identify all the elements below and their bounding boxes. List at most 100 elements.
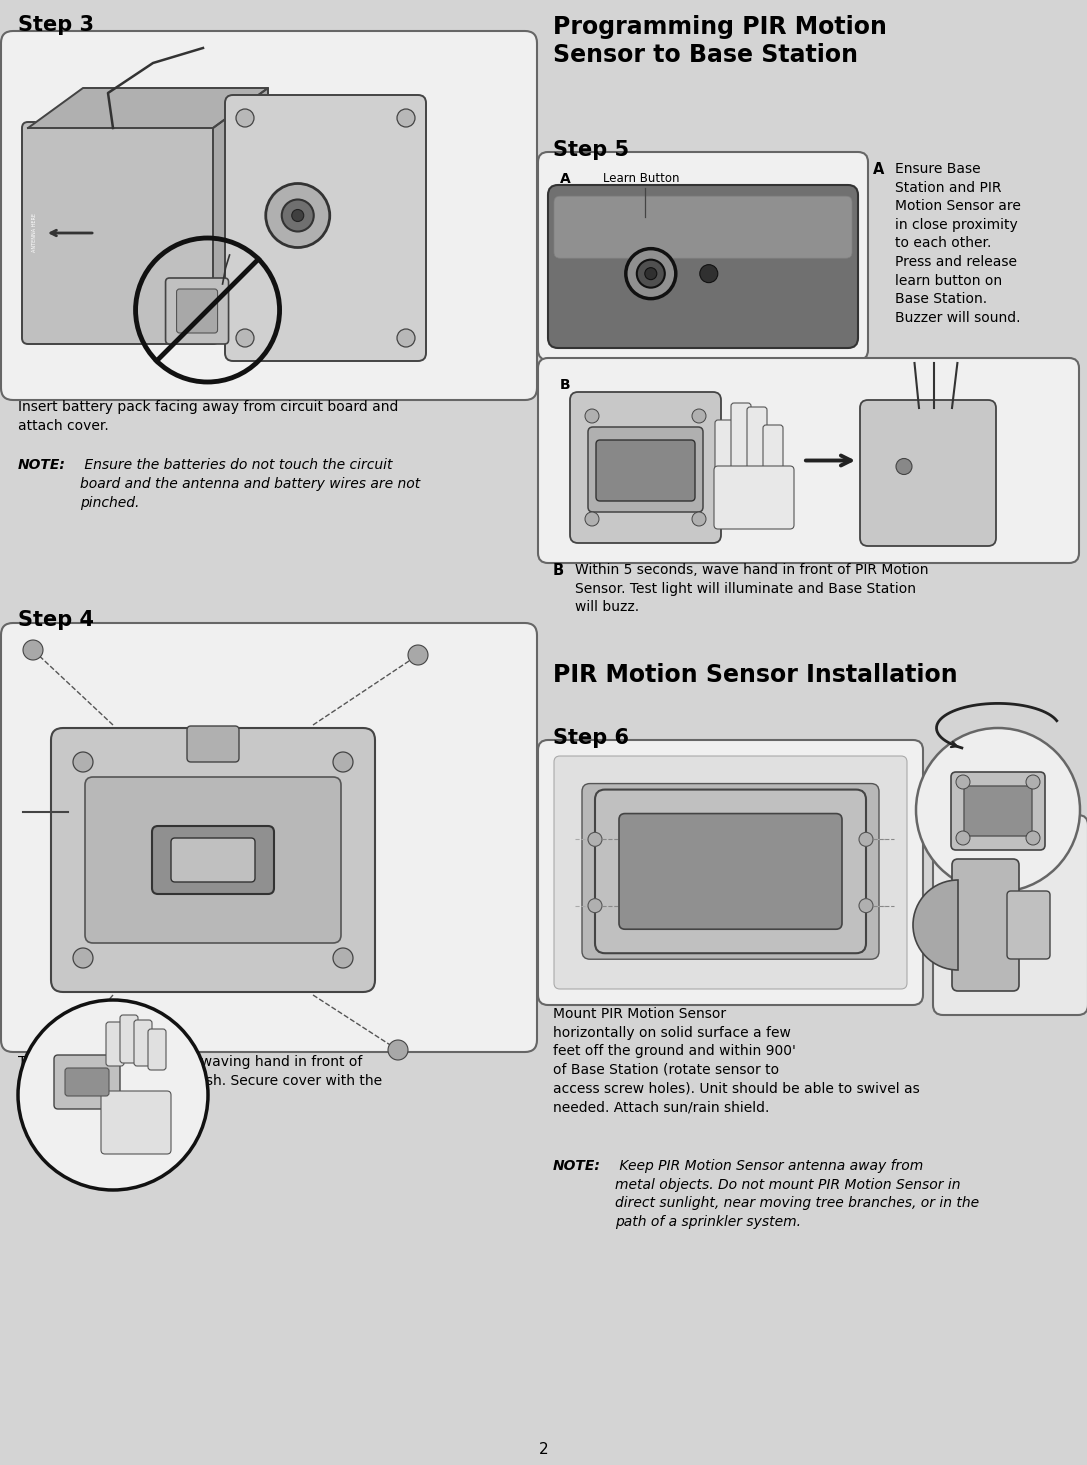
Text: Test PIR Motion Sensor by waving hand in front of
sensor. Test light should flas: Test PIR Motion Sensor by waving hand in… xyxy=(18,1055,383,1108)
Text: Within 5 seconds, wave hand in front of PIR Motion
Sensor. Test light will illum: Within 5 seconds, wave hand in front of … xyxy=(575,563,928,614)
Circle shape xyxy=(859,898,873,913)
FancyBboxPatch shape xyxy=(538,740,923,1005)
FancyBboxPatch shape xyxy=(570,393,721,544)
Circle shape xyxy=(397,108,415,127)
FancyBboxPatch shape xyxy=(22,122,218,344)
FancyBboxPatch shape xyxy=(538,357,1079,563)
Text: Step 4: Step 4 xyxy=(18,609,93,630)
FancyBboxPatch shape xyxy=(952,858,1019,990)
Circle shape xyxy=(637,259,665,287)
Circle shape xyxy=(692,511,705,526)
FancyBboxPatch shape xyxy=(619,813,842,929)
FancyBboxPatch shape xyxy=(538,152,869,360)
FancyBboxPatch shape xyxy=(85,776,341,943)
Circle shape xyxy=(397,330,415,347)
Circle shape xyxy=(700,265,717,283)
Circle shape xyxy=(236,108,254,127)
Text: Mount PIR Motion Sensor
horizontally on solid surface a few
feet off the ground : Mount PIR Motion Sensor horizontally on … xyxy=(553,1006,920,1113)
FancyBboxPatch shape xyxy=(120,1015,138,1064)
FancyBboxPatch shape xyxy=(595,790,866,954)
Circle shape xyxy=(265,183,329,248)
Text: Ensure Base
Station and PIR
Motion Sensor are
in close proximity
to each other.
: Ensure Base Station and PIR Motion Senso… xyxy=(895,163,1021,325)
FancyBboxPatch shape xyxy=(1007,891,1050,960)
Circle shape xyxy=(282,199,314,231)
FancyBboxPatch shape xyxy=(225,95,426,360)
FancyBboxPatch shape xyxy=(134,1020,152,1067)
FancyBboxPatch shape xyxy=(714,466,794,529)
Text: Programming PIR Motion
Sensor to Base Station: Programming PIR Motion Sensor to Base St… xyxy=(553,15,887,67)
FancyBboxPatch shape xyxy=(596,440,695,501)
Text: NOTE:: NOTE: xyxy=(18,459,66,472)
Circle shape xyxy=(73,948,93,968)
FancyBboxPatch shape xyxy=(554,196,852,258)
Circle shape xyxy=(588,898,602,913)
FancyBboxPatch shape xyxy=(65,1068,109,1096)
FancyBboxPatch shape xyxy=(730,403,751,472)
FancyBboxPatch shape xyxy=(588,426,703,511)
Circle shape xyxy=(1026,831,1040,845)
Circle shape xyxy=(916,728,1080,892)
Text: Step 3: Step 3 xyxy=(18,15,93,35)
FancyBboxPatch shape xyxy=(951,772,1045,850)
Text: 2: 2 xyxy=(539,1442,548,1458)
FancyBboxPatch shape xyxy=(107,1023,124,1067)
Circle shape xyxy=(18,1001,208,1190)
FancyBboxPatch shape xyxy=(176,289,217,333)
Text: A: A xyxy=(873,163,885,177)
FancyBboxPatch shape xyxy=(101,1091,171,1154)
FancyBboxPatch shape xyxy=(165,278,228,344)
Text: Keep PIR Motion Sensor antenna away from
metal objects. Do not mount PIR Motion : Keep PIR Motion Sensor antenna away from… xyxy=(615,1159,979,1229)
Circle shape xyxy=(236,330,254,347)
FancyBboxPatch shape xyxy=(148,1028,166,1069)
Circle shape xyxy=(73,752,93,772)
Circle shape xyxy=(859,832,873,847)
FancyBboxPatch shape xyxy=(554,756,907,989)
Text: Learn Button: Learn Button xyxy=(603,171,679,185)
Circle shape xyxy=(645,268,657,280)
Text: B: B xyxy=(553,563,564,579)
Text: PIR Motion Sensor Installation: PIR Motion Sensor Installation xyxy=(553,664,958,687)
Circle shape xyxy=(955,775,970,790)
Text: Insert battery pack facing away from circuit board and
attach cover.: Insert battery pack facing away from cir… xyxy=(18,400,398,434)
Circle shape xyxy=(291,209,303,221)
Wedge shape xyxy=(913,880,958,970)
FancyBboxPatch shape xyxy=(860,400,996,546)
Circle shape xyxy=(23,640,43,661)
Circle shape xyxy=(588,832,602,847)
FancyBboxPatch shape xyxy=(964,787,1032,837)
Circle shape xyxy=(333,948,353,968)
Text: Step 5: Step 5 xyxy=(553,141,629,160)
FancyBboxPatch shape xyxy=(763,425,783,481)
Circle shape xyxy=(692,409,705,423)
FancyBboxPatch shape xyxy=(747,407,767,472)
FancyBboxPatch shape xyxy=(1,31,537,400)
Polygon shape xyxy=(28,88,268,127)
Text: Step 6: Step 6 xyxy=(553,728,629,749)
Text: ANTENNA HERE: ANTENNA HERE xyxy=(33,214,37,252)
Circle shape xyxy=(1026,775,1040,790)
Circle shape xyxy=(408,645,428,665)
FancyBboxPatch shape xyxy=(1,623,537,1052)
Circle shape xyxy=(585,511,599,526)
FancyBboxPatch shape xyxy=(187,727,239,762)
Circle shape xyxy=(38,1061,58,1080)
FancyBboxPatch shape xyxy=(715,420,735,481)
Text: NOTE:: NOTE: xyxy=(553,1159,601,1173)
Circle shape xyxy=(388,1040,408,1061)
Text: Ensure the batteries do not touch the circuit
board and the antenna and battery : Ensure the batteries do not touch the ci… xyxy=(80,459,421,510)
Circle shape xyxy=(585,409,599,423)
Circle shape xyxy=(955,831,970,845)
Circle shape xyxy=(333,752,353,772)
Text: B: B xyxy=(560,378,571,393)
Circle shape xyxy=(626,249,676,299)
FancyBboxPatch shape xyxy=(548,185,858,349)
Polygon shape xyxy=(213,88,268,338)
FancyBboxPatch shape xyxy=(933,815,1087,1015)
FancyBboxPatch shape xyxy=(152,826,274,894)
Circle shape xyxy=(896,459,912,475)
Text: A: A xyxy=(560,171,571,186)
FancyBboxPatch shape xyxy=(171,838,255,882)
FancyBboxPatch shape xyxy=(51,728,375,992)
FancyBboxPatch shape xyxy=(54,1055,120,1109)
FancyBboxPatch shape xyxy=(582,784,879,960)
